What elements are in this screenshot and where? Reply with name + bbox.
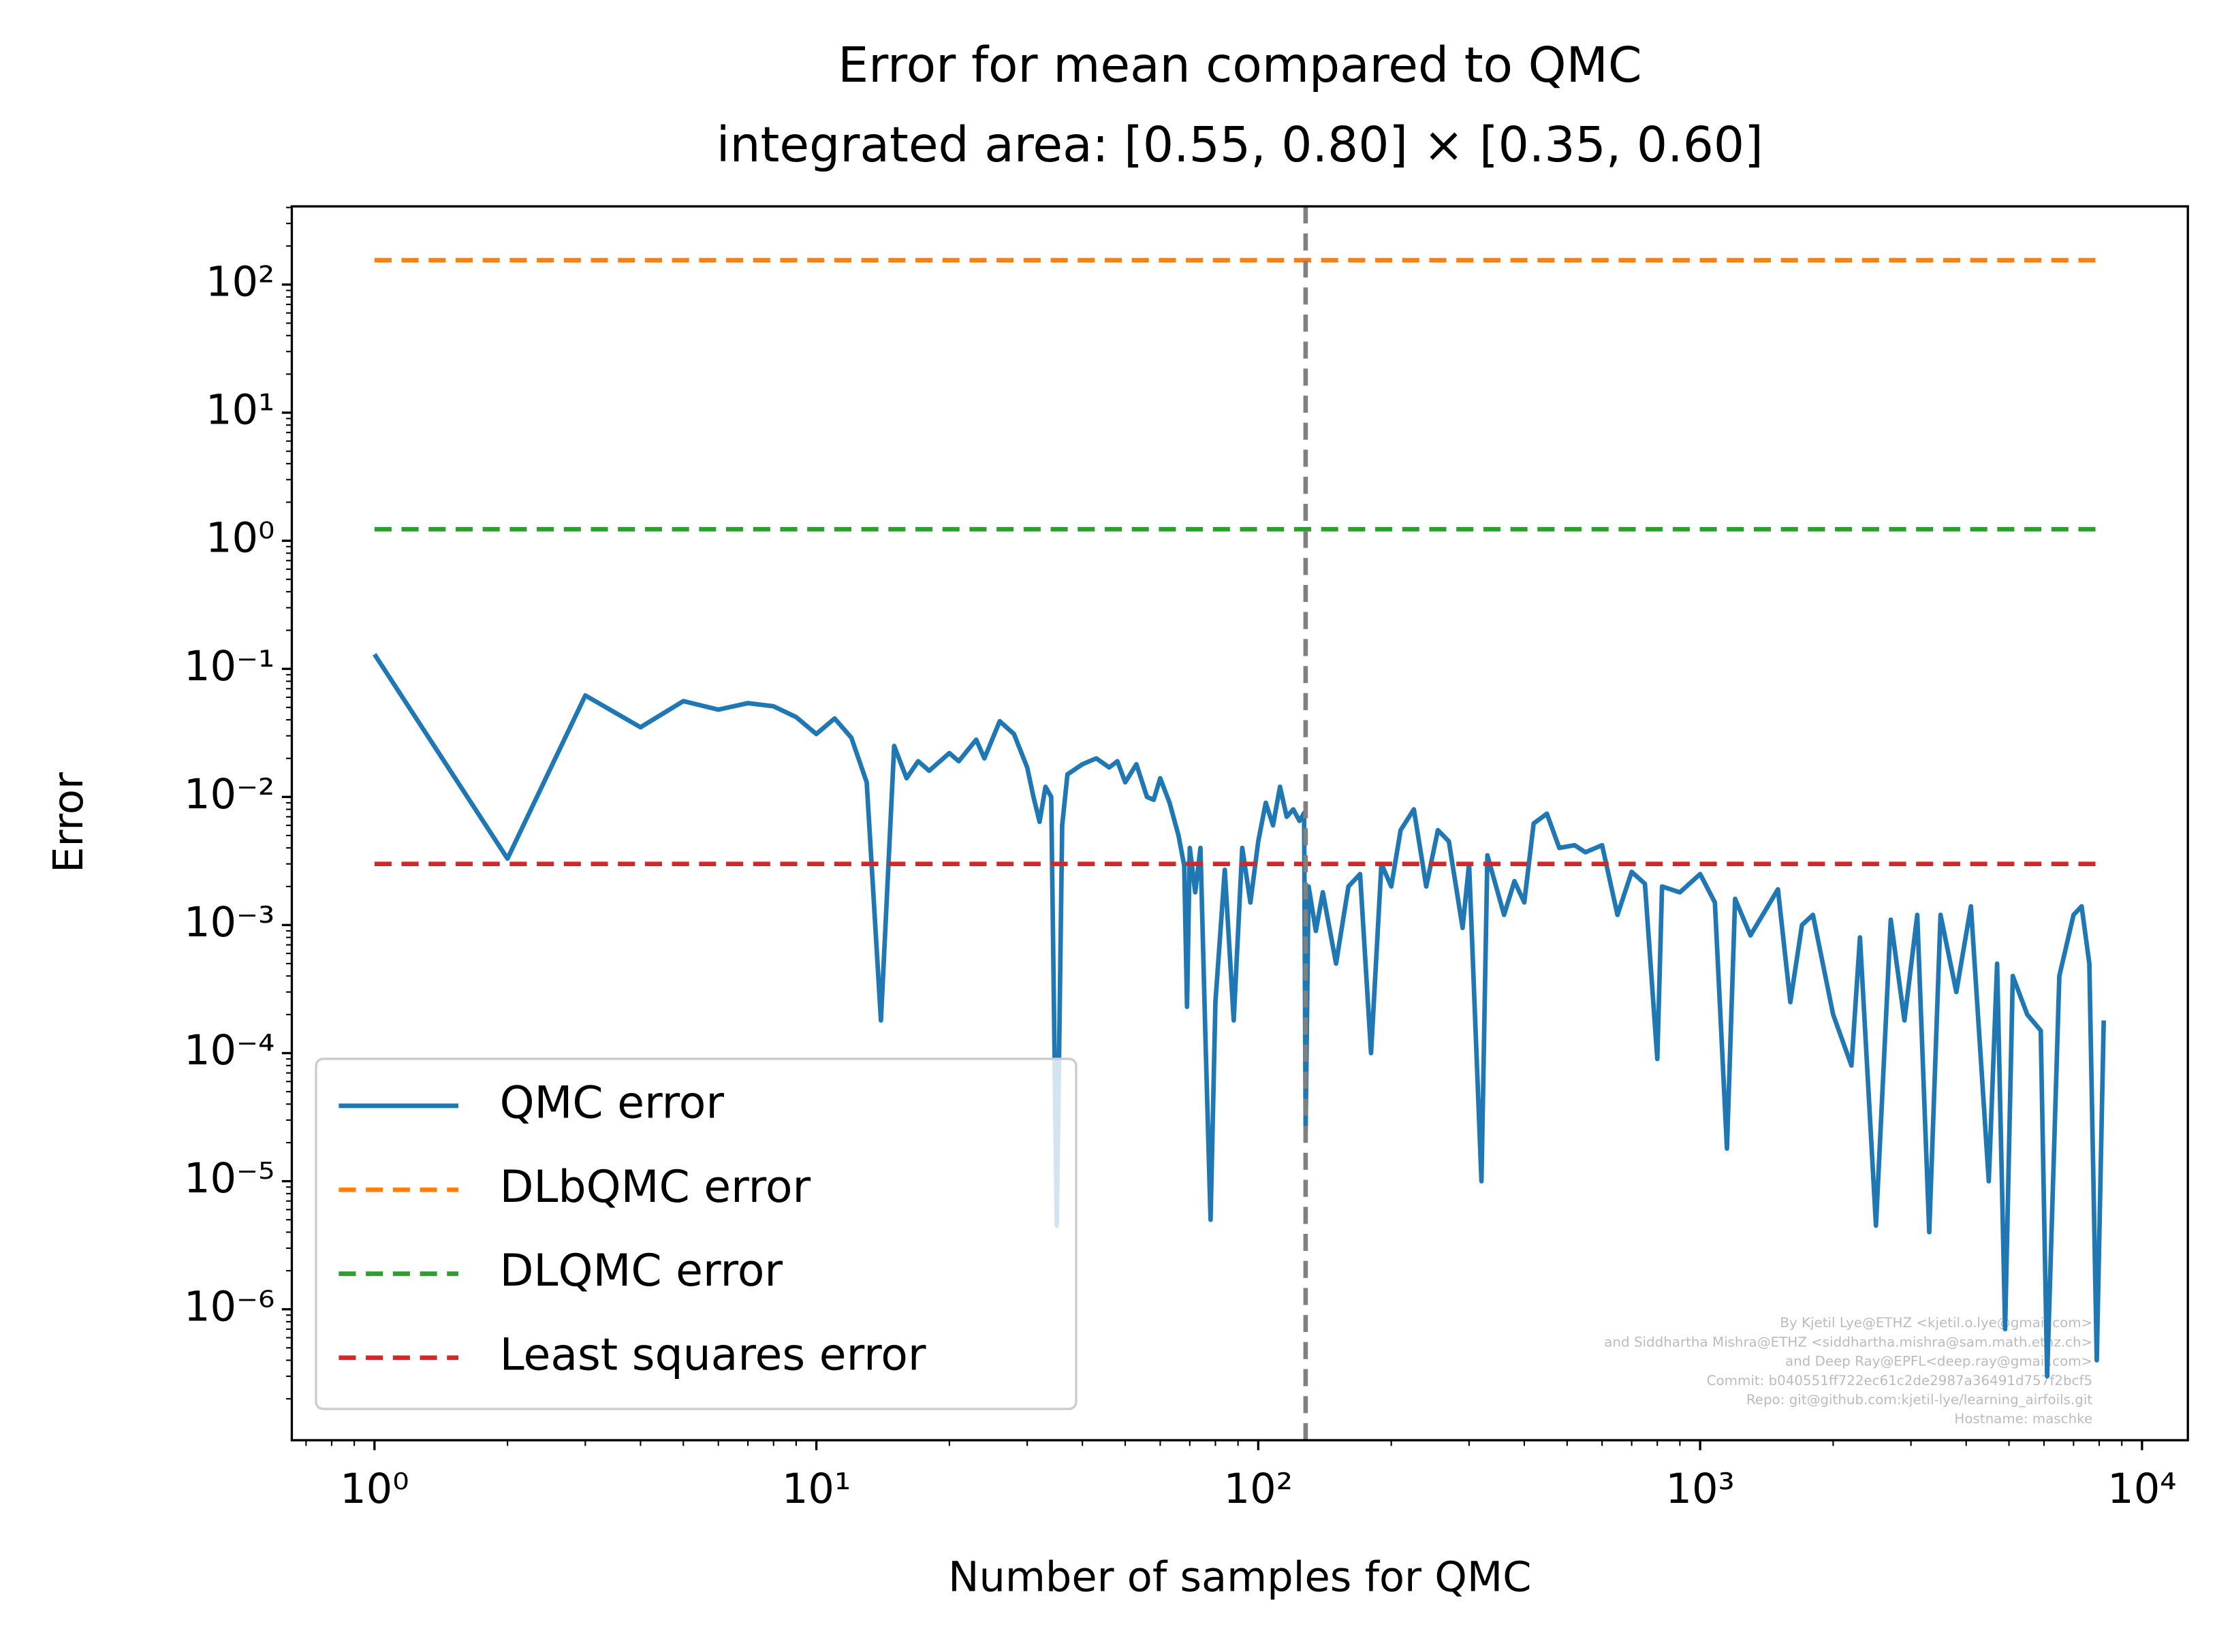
- y-tick-label: 10⁻³: [184, 899, 274, 947]
- legend-label: Least squares error: [500, 1329, 926, 1380]
- x-tick-label: 10³: [1665, 1465, 1734, 1513]
- legend-label: QMC error: [500, 1077, 725, 1128]
- watermark: By Kjetil Lye@ETHZ <kjetil.o.lye@gmail.c…: [1780, 1315, 2092, 1331]
- chart-title: Error for mean compared to QMC: [838, 37, 1641, 93]
- plot-frame: [290, 205, 2189, 1442]
- x-tick-label: 10²: [1224, 1465, 1293, 1513]
- watermark: and Deep Ray@EPFL<deep.ray@gmail.com>: [1785, 1354, 2092, 1369]
- y-tick-label: 10⁻⁵: [184, 1155, 274, 1203]
- y-tick-label: 10⁰: [206, 515, 274, 562]
- x-tick-label: 10⁴: [2107, 1465, 2176, 1513]
- legend-label: DLbQMC error: [500, 1162, 811, 1213]
- x-axis-label: Number of samples for QMC: [948, 1553, 1531, 1601]
- y-tick-label: 10⁻²: [184, 771, 274, 819]
- x-tick-label: 10¹: [782, 1465, 851, 1513]
- y-axis-label: Error: [45, 772, 93, 873]
- watermark: Hostname: maschke: [1954, 1411, 2092, 1427]
- x-tick-label: 10⁰: [340, 1465, 409, 1513]
- watermark: Repo: git@github.com:kjetil-lye/learning…: [1746, 1392, 2093, 1408]
- watermark: and Siddhartha Mishra@ETHZ <siddhartha.m…: [1604, 1334, 2092, 1350]
- y-tick-label: 10²: [206, 259, 274, 306]
- watermark: Commit: b040551ff722ec61c2de2987a36491d7…: [1707, 1373, 2093, 1388]
- y-tick-label: 10⁻⁶: [184, 1283, 274, 1331]
- legend-box: [315, 1058, 1078, 1410]
- chart-subtitle: integrated area: [0.55, 0.80] × [0.35, 0…: [717, 116, 1763, 173]
- y-tick-label: 10¹: [206, 387, 274, 434]
- legend-label: DLQMC error: [500, 1245, 783, 1297]
- y-tick-label: 10⁻⁴: [184, 1027, 274, 1075]
- y-tick-label: 10⁻¹: [184, 643, 274, 690]
- series-line: [373, 652, 2107, 1379]
